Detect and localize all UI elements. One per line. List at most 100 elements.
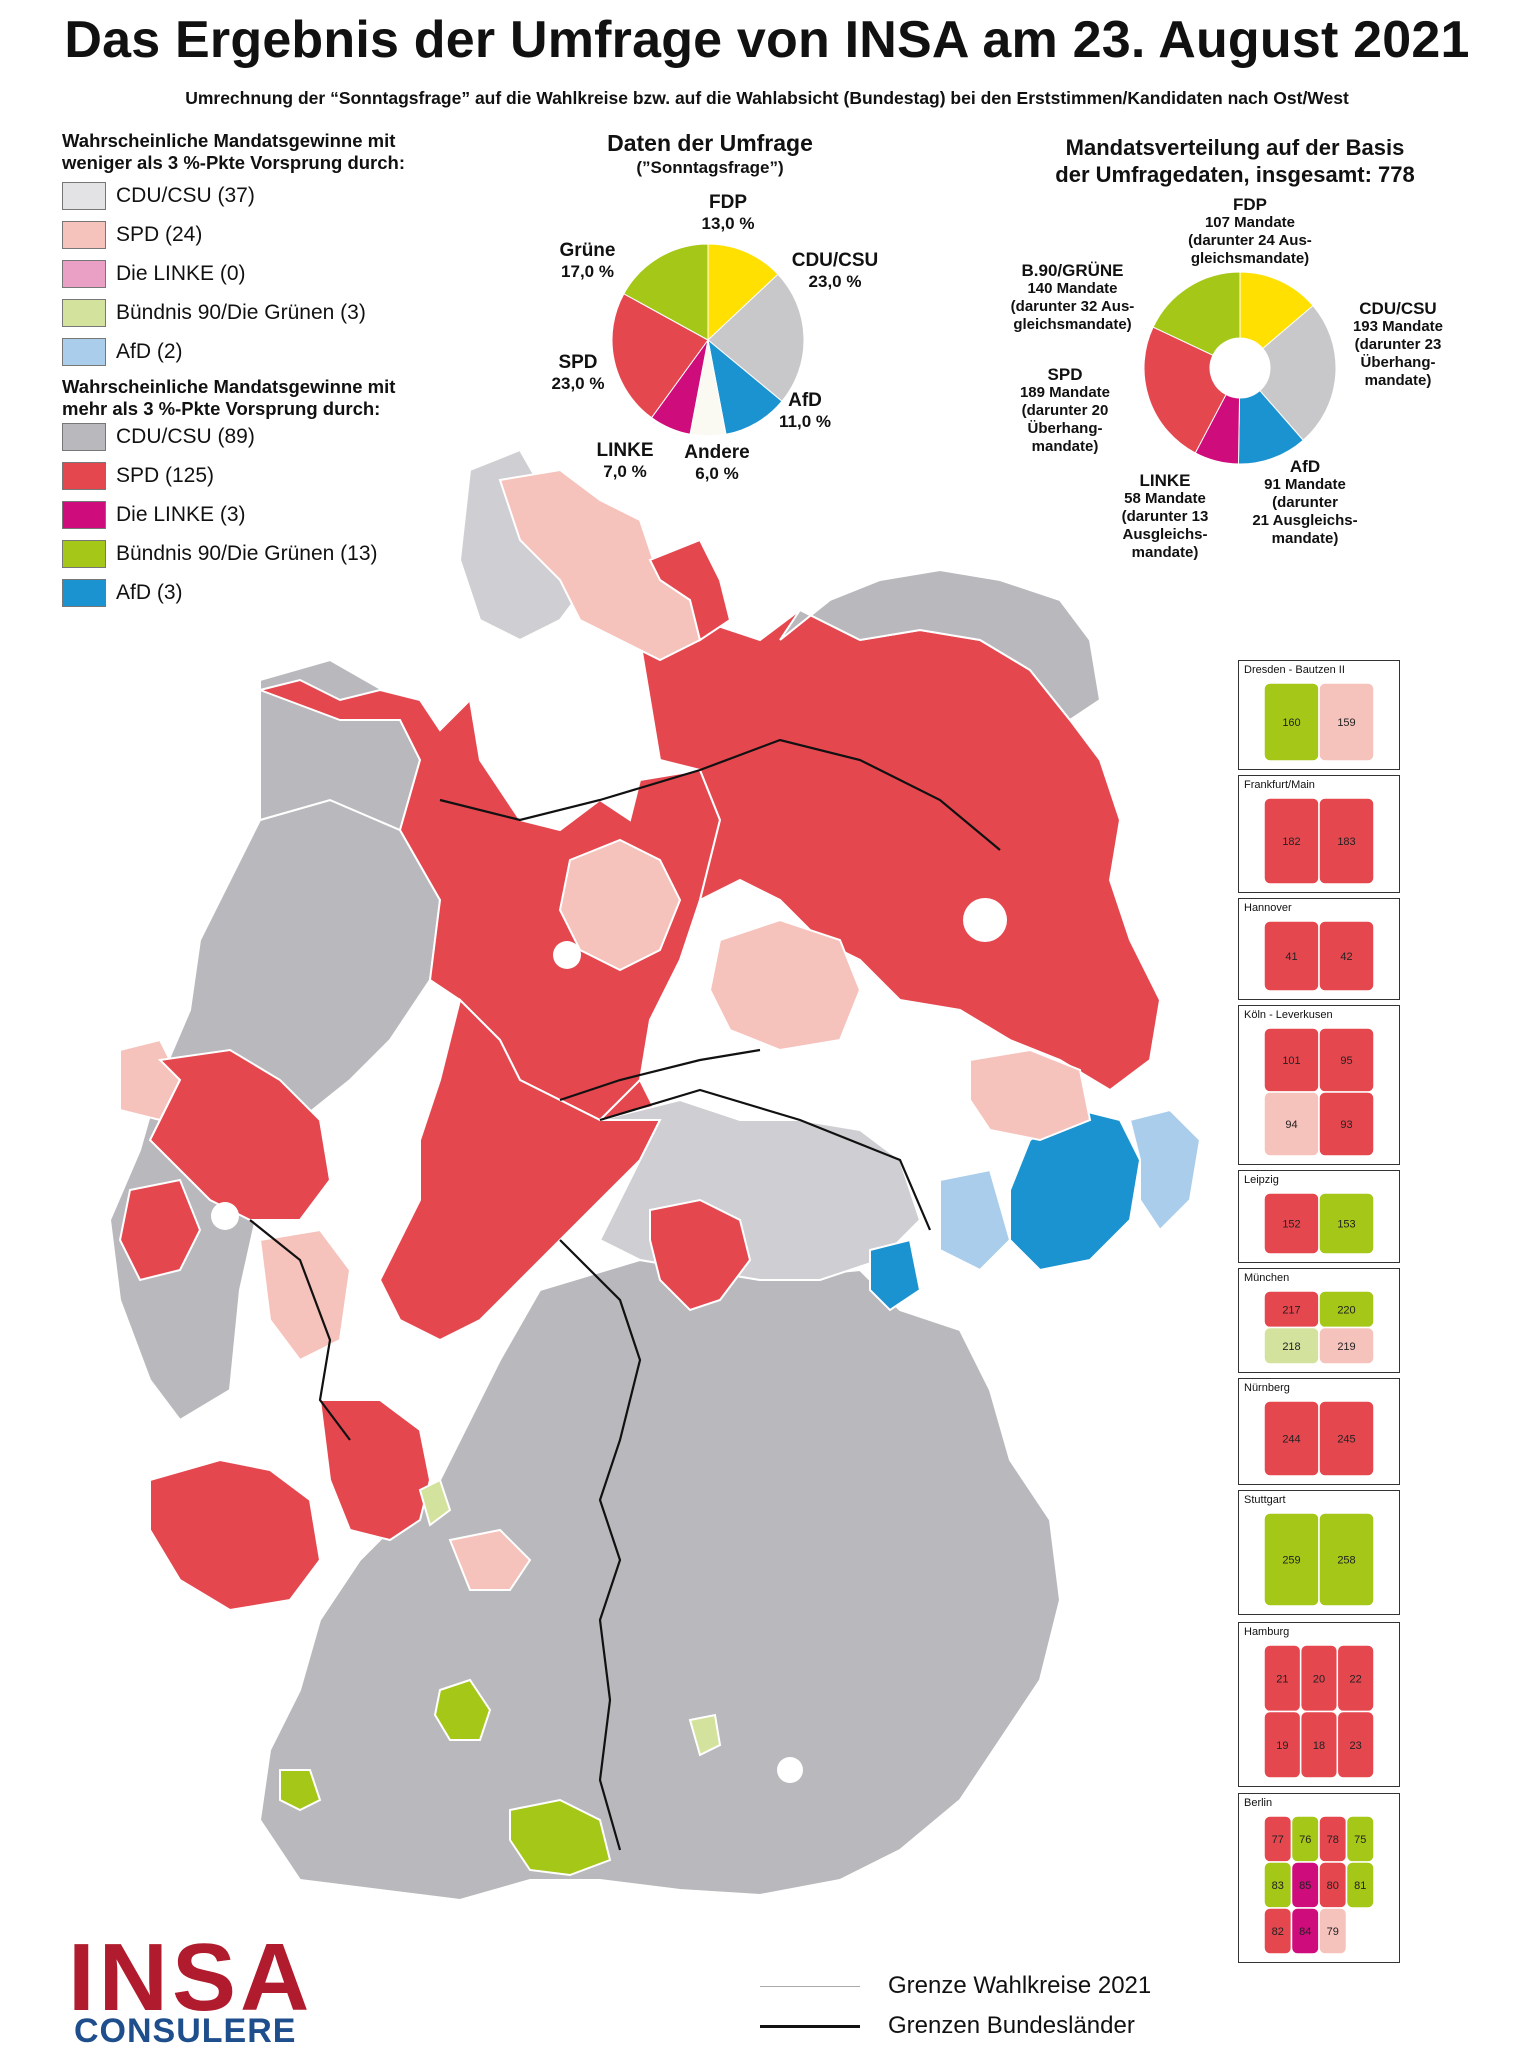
map-region-ns-spd-close bbox=[558, 838, 682, 972]
legend-heading-under3: Wahrscheinliche Mandatsgewinne mit wenige… bbox=[62, 130, 406, 173]
inset-constituency-number: 85 bbox=[1299, 1880, 1311, 1892]
map-region-sh-spd bbox=[648, 538, 732, 642]
inset-caption: Stuttgart bbox=[1244, 1494, 1286, 1506]
inset-constituency-number: 80 bbox=[1327, 1880, 1339, 1892]
inset-constituency bbox=[1318, 682, 1375, 762]
inset-constituency-number: 152 bbox=[1282, 1219, 1300, 1231]
state-border-lines bbox=[249, 738, 1001, 1851]
survey-label-linke: LINKE 7,0 % bbox=[596, 440, 654, 481]
inset-constituency bbox=[1318, 1512, 1375, 1607]
inset-constituency bbox=[1318, 1192, 1375, 1255]
inset-constituency-number: 19 bbox=[1276, 1740, 1288, 1752]
survey-label-gruene: Grüne 17,0 % bbox=[559, 240, 616, 281]
legend-under3-item: AfD (2) bbox=[62, 336, 183, 368]
survey-slice-gr-ne bbox=[623, 243, 709, 341]
survey-label-cdu: CDU/CSU 23,0 % bbox=[791, 250, 879, 291]
map-region-heidelberg-greens-close bbox=[418, 1478, 452, 1527]
inset-map: 182 183 bbox=[1263, 797, 1375, 885]
legend-over3-item: SPD (125) bbox=[62, 460, 214, 492]
inset-köln-leverkusen: Köln - Leverkusen 101 95 94 93 bbox=[1238, 1005, 1400, 1165]
inset-map: 217 220 218 219 bbox=[1263, 1290, 1375, 1365]
legend-heading-over3: Wahrscheinliche Mandatsgewinne mit mehr a… bbox=[62, 376, 396, 419]
legend-over3-item: Die LINKE (3) bbox=[62, 499, 246, 531]
inset-constituency bbox=[1318, 1326, 1375, 1365]
survey-slice-spd bbox=[611, 293, 709, 419]
inset-constituency-number: 23 bbox=[1350, 1740, 1362, 1752]
inset-constituency-number: 76 bbox=[1299, 1834, 1311, 1846]
inset-constituency bbox=[1318, 920, 1375, 992]
legend-swatch bbox=[62, 423, 106, 451]
seats-label-gruene: B.90/GRÜNE 140 Mandate (darunter 32 Aus-gl… bbox=[1010, 261, 1135, 334]
insa-logo: INSA bbox=[68, 1924, 314, 2031]
map-region-augsburg-greens-close bbox=[688, 1713, 722, 1757]
legend-label: Die LINKE (3) bbox=[116, 503, 246, 526]
map-region-central-spd bbox=[378, 998, 662, 1342]
legend-swatch bbox=[62, 182, 106, 210]
inset-constituency-number: 22 bbox=[1350, 1673, 1362, 1685]
inset-münchen: München 217 220 218 219 bbox=[1238, 1268, 1400, 1373]
inset-caption: Hamburg bbox=[1244, 1626, 1290, 1638]
map-region-saxony-afd bbox=[1009, 1108, 1142, 1272]
legend-label: AfD (3) bbox=[116, 581, 183, 604]
inset-constituency-number: 81 bbox=[1354, 1880, 1366, 1892]
inset-constituency-number: 83 bbox=[1272, 1880, 1284, 1892]
map-region-saxony-afd-close bbox=[1128, 1108, 1202, 1232]
inset-constituency bbox=[1318, 797, 1375, 885]
legend-label: Die LINKE (0) bbox=[116, 262, 246, 285]
survey-slice-fdp bbox=[707, 243, 779, 342]
legend-swatch bbox=[62, 579, 106, 607]
map-city-cologne bbox=[211, 1202, 239, 1230]
seats-slice-spd bbox=[1143, 326, 1227, 454]
inset-constituency-number: 18 bbox=[1313, 1740, 1325, 1752]
inset-constituency-number: 217 bbox=[1282, 1304, 1300, 1316]
inset-stuttgart: Stuttgart 259 258 bbox=[1238, 1490, 1400, 1615]
inset-constituency-number: 41 bbox=[1285, 951, 1297, 963]
inset-frankfurt-main: Frankfurt/Main 182 183 bbox=[1238, 775, 1400, 893]
map-region-freiburg-greens bbox=[279, 1769, 322, 1812]
consulere-logo-text: CONSULERE bbox=[74, 2012, 297, 2050]
inset-constituency-number: 153 bbox=[1337, 1219, 1355, 1231]
inset-constituency bbox=[1318, 1907, 1348, 1955]
inset-map: 101 95 94 93 bbox=[1263, 1027, 1375, 1157]
legend-laender: Grenzen Bundesländer bbox=[760, 2012, 1135, 2040]
inset-berlin: Berlin 77 76 78 75 83 85 80 81 82 84 79 bbox=[1238, 1793, 1400, 1963]
inset-constituency-number: 84 bbox=[1299, 1926, 1311, 1938]
page-subtitle: Umrechnung der “Sonntagsfrage” auf die W… bbox=[185, 88, 1349, 108]
inset-map: 21 20 22 19 18 23 bbox=[1263, 1644, 1375, 1779]
inset-map: 41 42 bbox=[1263, 920, 1375, 992]
seats-label-afd: AfD 91 Mandate (darunter 21 Ausgleichs-mand… bbox=[1252, 457, 1358, 548]
map-region-thuringia-spd bbox=[649, 1198, 752, 1312]
map-region-brandenburg-spd-close bbox=[969, 1048, 1092, 1142]
inset-constituency-number: 95 bbox=[1340, 1055, 1352, 1067]
inset-constituency-number: 259 bbox=[1282, 1555, 1300, 1567]
inset-constituency-number: 82 bbox=[1272, 1926, 1284, 1938]
inset-constituency bbox=[1336, 1710, 1375, 1779]
legend-over3-item: Bündnis 90/Die Grünen (13) bbox=[62, 538, 378, 570]
inset-constituency-number: 21 bbox=[1276, 1673, 1288, 1685]
legend-under3-item: CDU/CSU (37) bbox=[62, 180, 255, 212]
inset-hamburg: Hamburg 21 20 22 19 18 23 bbox=[1238, 1622, 1400, 1787]
legend-swatch bbox=[62, 462, 106, 490]
legend-under3-item: Bündnis 90/Die Grünen (3) bbox=[62, 297, 366, 329]
laender-label: Grenzen Bundesländer bbox=[888, 2012, 1135, 2039]
inset-map: 259 258 bbox=[1263, 1512, 1375, 1607]
inset-constituency-number: 160 bbox=[1282, 717, 1300, 729]
legend-swatch bbox=[62, 540, 106, 568]
page-title: Das Ergebnis der Umfrage von INSA am 23.… bbox=[64, 11, 1470, 69]
legend-swatch bbox=[62, 338, 106, 366]
map-region-saxony-afd-2 bbox=[869, 1238, 922, 1312]
inset-caption: Leipzig bbox=[1244, 1174, 1279, 1186]
inset-nürnberg: Nürnberg 244 245 bbox=[1238, 1378, 1400, 1485]
inset-constituency bbox=[1345, 1861, 1375, 1909]
survey-slice-cdu-csu bbox=[707, 273, 805, 402]
wahlkreise-line-swatch bbox=[760, 1985, 860, 1987]
inset-constituency-number: 218 bbox=[1282, 1341, 1300, 1353]
inset-caption: Nürnberg bbox=[1244, 1382, 1290, 1394]
legend-swatch bbox=[62, 260, 106, 288]
map-region-saxony-afd-close-2 bbox=[939, 1168, 1012, 1272]
inset-leipzig: Leipzig 152 153 bbox=[1238, 1170, 1400, 1263]
map-region-munich-greens bbox=[509, 1798, 612, 1877]
legend-label: CDU/CSU (37) bbox=[116, 184, 255, 207]
inset-constituency-number: 258 bbox=[1337, 1555, 1355, 1567]
survey-slice-afd bbox=[707, 338, 783, 435]
